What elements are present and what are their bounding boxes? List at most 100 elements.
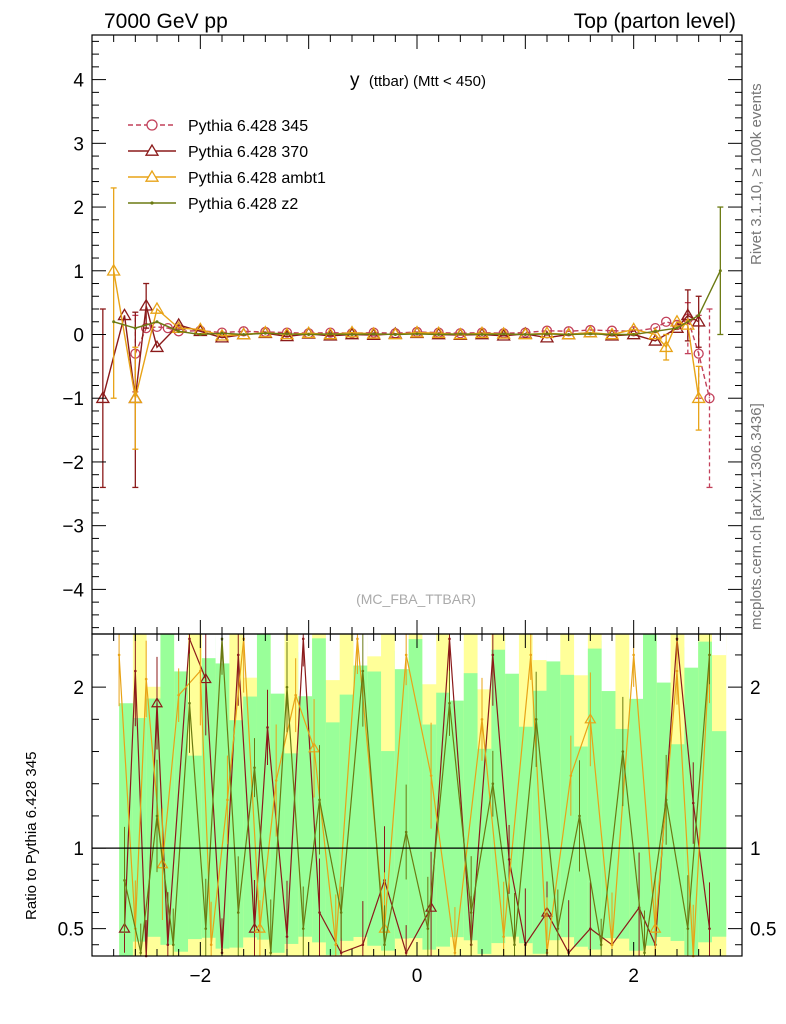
- band-gap: [367, 634, 382, 657]
- ratio-point: [318, 798, 321, 802]
- data-point: [366, 326, 381, 339]
- legend-label: Pythia 6.428 345: [188, 118, 308, 135]
- data-point: [328, 332, 332, 336]
- ratio-point: [643, 951, 646, 955]
- ratio-point: [177, 693, 180, 697]
- data-point: [604, 327, 620, 340]
- data-point: [415, 332, 419, 336]
- ratio-ytick-label-left: 1: [73, 839, 84, 860]
- ratio-xtick-label: 2: [628, 966, 639, 987]
- ratio-point: [139, 951, 143, 955]
- ratio-point: [156, 858, 169, 869]
- data-point: [214, 328, 230, 341]
- data-point: [263, 331, 267, 335]
- main-ytick-label: −1: [62, 389, 84, 410]
- legend-label: Pythia 6.428 370: [188, 144, 308, 161]
- legend-marker: [146, 119, 158, 131]
- data-point: [539, 325, 555, 339]
- band-green: [491, 649, 506, 944]
- ratio-ytick-label-right: 0.5: [750, 920, 776, 941]
- data-point: [198, 333, 202, 336]
- ratio-point: [621, 750, 625, 753]
- band-green: [408, 639, 423, 939]
- ratio-series-2: [123, 634, 711, 956]
- rivet-side-label: Rivet 3.1.10, ≥ 100k events: [748, 83, 765, 265]
- ratio-point: [664, 798, 668, 802]
- ratio-point: [188, 701, 191, 705]
- ratio-point: [448, 701, 451, 705]
- band-gap: [546, 634, 561, 662]
- ratio-point: [144, 677, 148, 681]
- ratio-ytick-label-left: 0.5: [58, 920, 84, 941]
- ratio-point: [426, 927, 430, 930]
- data-point: [691, 314, 706, 327]
- ratio-point: [356, 637, 359, 641]
- ratio-point: [334, 943, 338, 947]
- data-point: [691, 390, 706, 404]
- data-point: [171, 317, 186, 330]
- ratio-point: [166, 943, 170, 947]
- ratio-point: [556, 927, 560, 930]
- legend-entry: Pythia 6.428 345: [128, 118, 308, 135]
- data-point: [480, 333, 484, 336]
- legend-entry: Pythia 6.428 ambt1: [128, 169, 326, 187]
- data-point: [431, 325, 446, 339]
- data-point: [133, 326, 137, 330]
- ratio-ylabel: Ratio to Pythia 6.428 345: [23, 752, 40, 920]
- data-point: [285, 332, 289, 336]
- title-main-subscript: (ttbar) (Mtt < 450): [369, 73, 486, 90]
- band-green: [436, 692, 451, 947]
- band-gap: [146, 634, 161, 687]
- data-point: [344, 327, 360, 340]
- band-green: [711, 731, 727, 937]
- data-point: [496, 326, 511, 339]
- series-0: [130, 301, 715, 489]
- data-point: [301, 325, 316, 339]
- band-green: [394, 650, 410, 939]
- data-point: [372, 332, 376, 336]
- ratio-point: [589, 927, 592, 930]
- series-1: [95, 282, 706, 489]
- band-gap: [270, 634, 286, 694]
- data-point: [155, 320, 159, 324]
- ratio-point: [274, 779, 278, 782]
- band-green: [518, 726, 534, 944]
- band-gap: [574, 634, 589, 676]
- ratio-point: [425, 901, 438, 912]
- band-green: [188, 755, 203, 940]
- band-green: [367, 671, 382, 946]
- data-point: [704, 393, 715, 404]
- ratio-point: [404, 653, 408, 657]
- ratio-point: [301, 637, 305, 641]
- ratio-point: [502, 935, 505, 938]
- band-gap: [394, 634, 410, 670]
- band-green: [477, 748, 492, 954]
- mcplots-side-label: mcplots.cern.ch [arXiv:1306.3436]: [748, 403, 765, 630]
- ratio-point: [675, 669, 679, 673]
- main-ytick-label: 2: [73, 198, 84, 219]
- ratio-point: [529, 653, 533, 657]
- band-green: [243, 696, 258, 938]
- band-green: [174, 668, 189, 952]
- data-point: [545, 332, 549, 336]
- ratio-point: [253, 922, 266, 933]
- ratio-point: [188, 637, 191, 641]
- band-gap: [505, 634, 520, 674]
- main-ytick-label: 0: [73, 326, 84, 347]
- ratio-point: [199, 669, 202, 673]
- band-gap: [119, 634, 134, 704]
- ratio-ytick-label-left: 2: [73, 678, 84, 699]
- band-gap: [325, 634, 341, 681]
- ratio-point: [253, 766, 256, 769]
- band-green: [643, 634, 658, 946]
- ratio-point: [150, 697, 164, 708]
- ratio-point: [266, 726, 269, 729]
- series-2: [106, 187, 706, 450]
- ratio-point: [632, 653, 635, 657]
- data-point: [393, 333, 397, 336]
- series-line: [113, 270, 721, 336]
- ratio-point: [204, 927, 208, 930]
- axis-tick-labels: 4 3 2 1 0 −1 −2 −3 −4 −2 0 2 2 2 1 1 0.5 0.5: [58, 71, 777, 987]
- ratio-point: [134, 669, 137, 673]
- band-gap: [477, 634, 492, 690]
